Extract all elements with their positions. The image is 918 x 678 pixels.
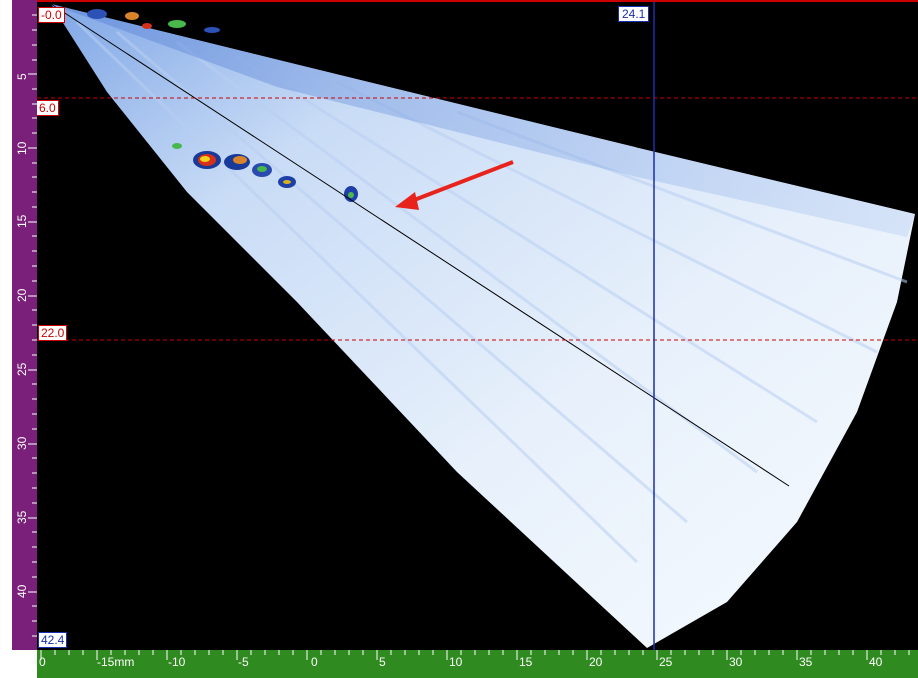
depth-tick-15: 15: [15, 214, 29, 228]
beam-reference-line: [50, 3, 790, 487]
depth-ruler[interactable]: 5 10 15 20 25 30 35 40: [12, 0, 37, 650]
depth-tick-35: 35: [15, 510, 29, 524]
red-arrow-annotation: [395, 160, 514, 210]
x-ruler-ticks: [40, 650, 910, 660]
gate-b-label: 22.0: [38, 325, 68, 341]
x-tick-35: 35: [799, 655, 813, 669]
sector-scan-image: [37, 2, 918, 650]
x-tick-10: 10: [449, 655, 463, 669]
x-tick-minus5: -5: [238, 655, 249, 669]
x-tick-0-start: 0: [39, 655, 46, 669]
gate-top-label: -0.0: [38, 7, 65, 23]
depth-tick-5: 5: [15, 73, 29, 80]
x-tick-40: 40: [869, 655, 883, 669]
x-tick-minus10: -10: [168, 655, 186, 669]
depth-bottom-label: 42.4: [38, 632, 68, 648]
depth-tick-30: 30: [15, 436, 29, 450]
x-tick-15: 15: [519, 655, 533, 669]
x-tick-25: 25: [659, 655, 673, 669]
x-tick-minus15: -15mm: [97, 655, 135, 669]
x-tick-20: 20: [589, 655, 603, 669]
indications: [87, 9, 358, 202]
gate-a-label: 6.0: [37, 100, 59, 116]
x-tick-5: 5: [379, 655, 386, 669]
x-tick-30: 30: [729, 655, 743, 669]
depth-tick-40: 40: [15, 584, 29, 598]
sector-scan-canvas[interactable]: -0.0 6.0 22.0 24.1 42.4: [37, 0, 918, 650]
depth-tick-10: 10: [15, 141, 29, 155]
beam-fan: [51, 4, 915, 648]
x-tick-0: 0: [311, 655, 318, 669]
depth-tick-20: 20: [15, 288, 29, 302]
cursor-position-label[interactable]: 24.1: [618, 6, 650, 22]
depth-tick-25: 25: [15, 362, 29, 376]
depth-ruler-ticks: [28, 14, 37, 637]
x-position-ruler[interactable]: 0 -15mm -10 -5 0 5 10 15 20 25 30 35 40: [37, 650, 918, 678]
